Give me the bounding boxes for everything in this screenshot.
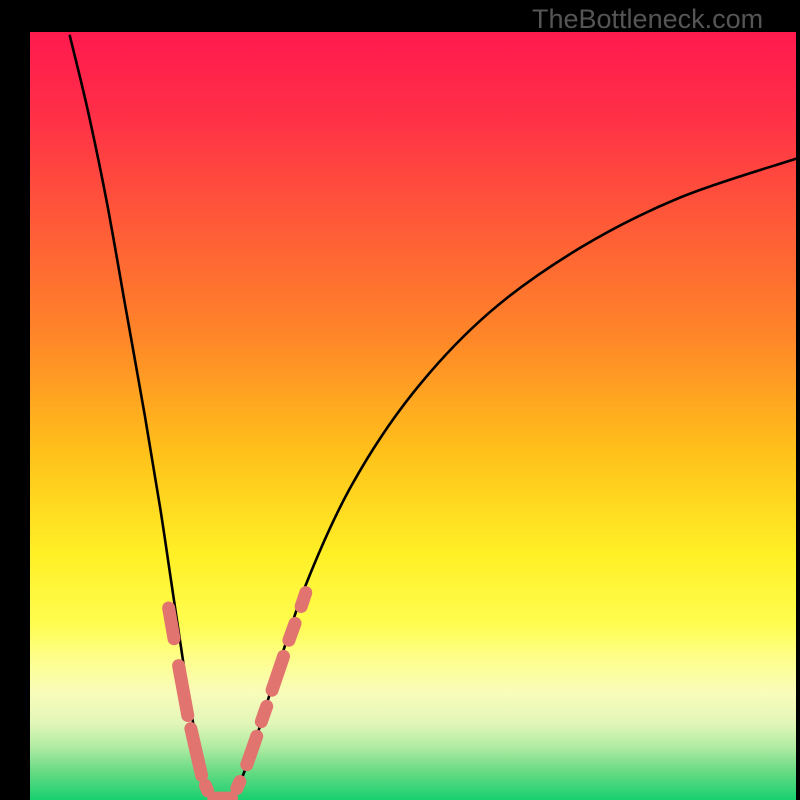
marker-capsule [205, 785, 207, 790]
marker-capsule [169, 608, 174, 639]
marker-capsule [179, 666, 188, 716]
marker-capsule [237, 782, 240, 789]
marker-capsule [301, 593, 306, 607]
marker-capsule [247, 736, 257, 764]
figure-root: TheBottleneck.com [0, 0, 800, 800]
marker-capsule [289, 623, 295, 640]
markers [169, 593, 306, 798]
plot-area [30, 32, 796, 800]
watermark-text: TheBottleneck.com [532, 4, 763, 35]
marker-capsule [191, 729, 202, 776]
marker-capsule [261, 706, 266, 721]
marker-capsule [272, 656, 283, 690]
curve-layer [30, 32, 796, 800]
